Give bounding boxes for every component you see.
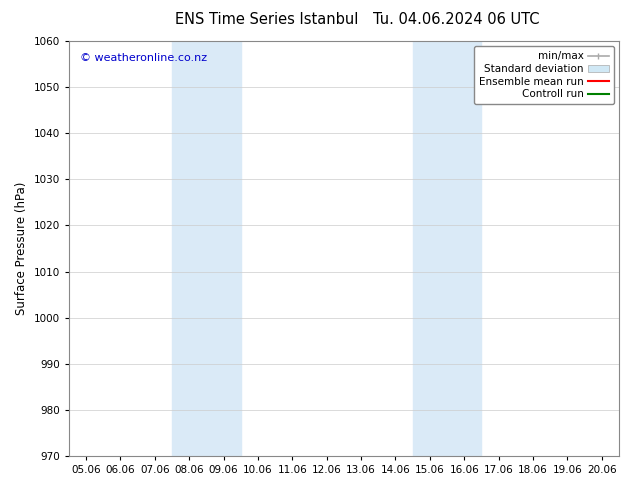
Legend: min/max, Standard deviation, Ensemble mean run, Controll run: min/max, Standard deviation, Ensemble me… xyxy=(474,46,614,104)
Bar xyxy=(413,41,481,456)
Y-axis label: Surface Pressure (hPa): Surface Pressure (hPa) xyxy=(15,182,28,315)
Text: © weatheronline.co.nz: © weatheronline.co.nz xyxy=(80,53,207,64)
Text: ENS Time Series Istanbul: ENS Time Series Istanbul xyxy=(174,12,358,27)
Bar xyxy=(172,41,241,456)
Text: Tu. 04.06.2024 06 UTC: Tu. 04.06.2024 06 UTC xyxy=(373,12,540,27)
